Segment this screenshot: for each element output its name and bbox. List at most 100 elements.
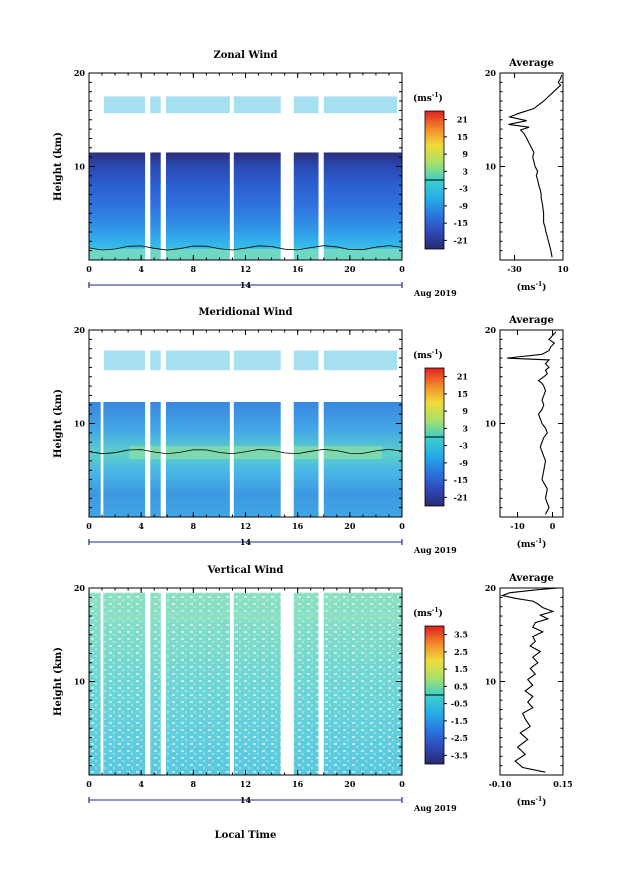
y-tick-label: 20 (74, 583, 86, 593)
data-gap (160, 588, 166, 775)
surface-band (89, 248, 402, 260)
colorbar-tick-label: -15 (454, 475, 468, 485)
colorbar-tick-label: 2.5 (454, 647, 468, 657)
data-gap (145, 330, 151, 517)
date-suffix: Aug 2019 (413, 288, 457, 298)
data-gap (160, 330, 166, 517)
colorbar-tick-label: -3 (459, 184, 468, 194)
x-tick-label: 20 (344, 264, 356, 274)
colorbar-tick-label: -1.5 (451, 716, 468, 726)
x-tick-label: 12 (240, 264, 251, 274)
data-gap (100, 588, 104, 775)
profile-y-tick-label: 10 (485, 162, 497, 172)
data-gap (280, 330, 294, 517)
x-tick-label: 0 (86, 521, 92, 531)
data-gap (318, 73, 324, 260)
wind-field (89, 401, 402, 517)
x-tick-label: 8 (191, 264, 197, 274)
x-tick-label: 4 (138, 264, 144, 274)
colorbar-tick-label: 0.5 (454, 681, 468, 691)
profile-y-tick-label: 20 (485, 583, 497, 593)
midlevel-band (129, 445, 382, 460)
colorbar-tick-label: -9 (459, 458, 468, 468)
colorbar-unit: (ms-1) (413, 349, 443, 361)
colorbar-tick-label: -9 (459, 201, 468, 211)
colorbar-tick-label: 3.5 (454, 630, 468, 640)
profile-line (500, 587, 559, 773)
wind-field (89, 152, 402, 260)
y-axis-label: Height (km) (53, 132, 64, 201)
y-tick-label: 10 (74, 419, 86, 429)
date-label: 14 (240, 537, 252, 547)
profile-x-tick-label: 0 (550, 521, 556, 531)
data-gap (100, 330, 104, 517)
x-tick-label: 4 (138, 779, 144, 789)
data-gap (229, 330, 234, 517)
profile-frame (499, 72, 564, 261)
colorbar-tick-label: 15 (457, 389, 468, 399)
data-gap (280, 588, 294, 775)
x-tick-label: 8 (191, 779, 197, 789)
x-axis-label: Local Time (215, 830, 277, 841)
panel-zonal-wind: Zonal Wind 0 4 8 12 16 20 0 14 Aug 2019 20 10 Height… (53, 50, 569, 298)
profile-x-label: (ms-1) (517, 538, 547, 550)
panel-meridional-wind: Meridional Wind 0 4 8 12 16 20 0 14 Aug 2019 20 10 H… (53, 307, 564, 555)
x-tick-label: 12 (240, 779, 251, 789)
colorbar-tick-label: 3 (462, 166, 468, 176)
colorbar-tick-label: -3.5 (451, 750, 468, 760)
zero-contour (88, 448, 403, 455)
colorbar-tick-label: -21 (454, 235, 468, 245)
profile-frame (499, 587, 564, 776)
upper-band (104, 611, 397, 621)
panel-title: Vertical Wind (207, 565, 284, 576)
profile-x-tick-label: -30 (507, 264, 522, 274)
data-gap (160, 73, 166, 260)
profile-y-tick-label: 20 (485, 68, 497, 78)
x-tick-label: 0 (399, 521, 405, 531)
data-gap (318, 588, 324, 775)
colorbar-unit: (ms-1) (413, 92, 443, 104)
colorbar-tick-label: 3 (462, 423, 468, 433)
y-tick-label: 10 (74, 677, 86, 687)
profile-y-tick-label: 10 (485, 419, 497, 429)
profile-x-label: (ms-1) (517, 281, 547, 293)
x-tick-label: 0 (399, 264, 405, 274)
colorbar-tick-label: -15 (454, 218, 468, 228)
x-tick-label: 20 (344, 521, 356, 531)
wind-field-texture (89, 592, 402, 775)
profile-line (507, 74, 563, 258)
y-axis-label: Height (km) (53, 389, 64, 458)
profile-title: Average (508, 58, 554, 69)
panel-vertical-wind: Vertical Wind 0 4 8 12 16 20 0 14 Aug 2019 20 10 Hei… (53, 565, 573, 841)
colorbar-tick-label: -3 (459, 441, 468, 451)
x-tick-label: 12 (240, 521, 251, 531)
profile-y-tick-label: 20 (485, 325, 497, 335)
y-axis-label: Height (km) (53, 647, 64, 716)
colorbar-tick-label: 21 (457, 115, 468, 125)
profile-x-tick-label: -0.10 (489, 779, 512, 789)
colorbar-tick-label: -2.5 (451, 733, 468, 743)
data-gap (145, 588, 151, 775)
data-gap (229, 588, 234, 775)
profile-x-label: (ms-1) (517, 796, 547, 808)
data-gap (145, 73, 151, 260)
colorbar-tick-label: 15 (457, 132, 468, 142)
colorbar-unit: (ms-1) (413, 607, 443, 619)
colorbar-tick-label: 21 (457, 372, 468, 382)
panel-title: Zonal Wind (213, 50, 277, 61)
date-suffix: Aug 2019 (413, 803, 457, 813)
x-tick-label: 16 (292, 779, 304, 789)
colorbar-tick-label: -0.5 (451, 699, 468, 709)
profile-title: Average (508, 315, 554, 326)
y-tick-label: 10 (74, 162, 86, 172)
y-tick-label: 20 (74, 325, 86, 335)
x-tick-label: 0 (86, 779, 92, 789)
x-tick-label: 0 (399, 779, 405, 789)
colorbar-tick-label: 1.5 (454, 664, 468, 674)
x-tick-label: 8 (191, 521, 197, 531)
profile-x-tick-label: 10 (557, 264, 569, 274)
y-tick-label: 20 (74, 68, 86, 78)
x-tick-label: 16 (292, 264, 304, 274)
colorbar-tick-label: 9 (462, 406, 468, 416)
